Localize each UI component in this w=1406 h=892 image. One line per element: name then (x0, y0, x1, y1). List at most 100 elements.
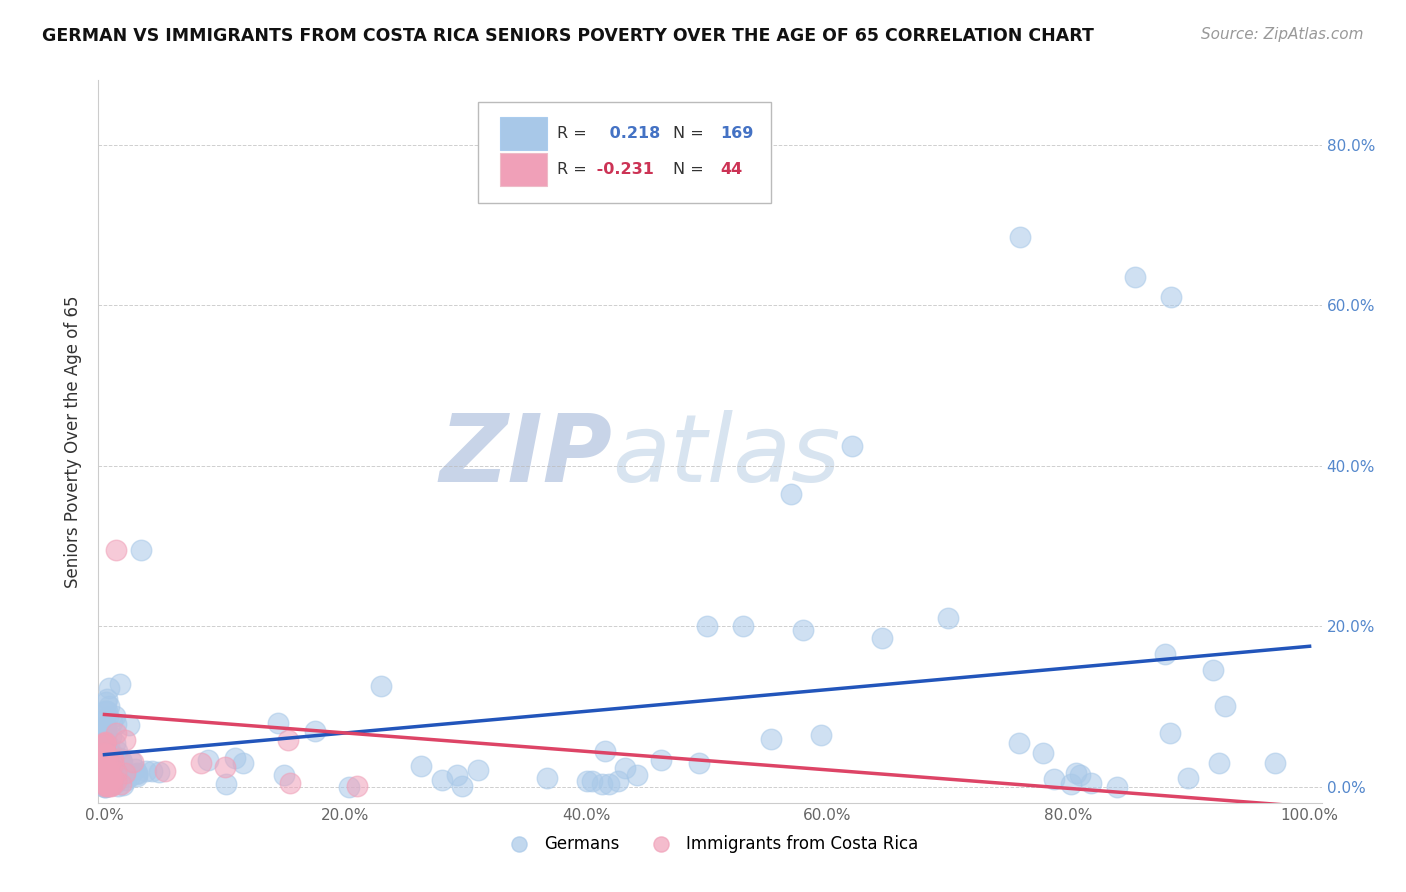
Point (93, 780, 115, 794)
Point (1208, 756, 1230, 770)
Point (93, 736, 115, 750)
Point (626, 768, 648, 782)
Point (273, 768, 295, 782)
Point (277, 732, 299, 747)
Point (94, 772, 117, 786)
Text: 44: 44 (720, 162, 742, 178)
Point (94, 771, 117, 785)
Point (101, 778, 124, 792)
Point (96, 779, 118, 793)
Point (98, 756, 121, 771)
FancyBboxPatch shape (478, 102, 772, 203)
Point (94, 726, 117, 740)
Point (94, 724, 117, 739)
Point (97, 779, 120, 793)
Point (97, 698, 120, 713)
Point (96, 753, 118, 767)
Point (110, 777, 132, 791)
Point (94, 774, 117, 789)
Point (98, 778, 121, 792)
Point (93, 779, 115, 793)
Point (98, 769, 121, 783)
Point (267, 715, 290, 730)
Point (96, 779, 118, 793)
Point (94, 770, 117, 784)
Text: N =: N = (673, 162, 704, 178)
Point (467, 763, 489, 777)
Point (581, 774, 603, 789)
Text: atlas: atlas (612, 410, 841, 501)
Point (93, 753, 115, 767)
Point (733, 619, 755, 633)
Point (759, 731, 782, 746)
Point (93, 767, 115, 781)
Point (96, 753, 118, 767)
Point (936, 611, 959, 625)
Point (124, 762, 146, 776)
Point (346, 779, 368, 793)
Point (536, 771, 558, 785)
Point (96, 772, 118, 787)
Point (93, 749, 115, 764)
Point (94, 756, 117, 771)
Point (1202, 664, 1225, 678)
Point (96, 767, 118, 781)
Point (148, 765, 170, 780)
Point (96, 764, 118, 778)
Point (93, 754, 115, 768)
Point (1160, 290, 1182, 304)
Point (93, 766, 115, 780)
Point (96, 752, 118, 766)
Point (105, 725, 128, 739)
Point (97, 738, 120, 752)
Point (118, 718, 141, 732)
Point (114, 765, 136, 780)
Point (98, 776, 121, 790)
Point (111, 756, 134, 770)
Point (100, 747, 122, 761)
Point (96, 780, 118, 794)
Point (94, 747, 117, 761)
Point (232, 756, 254, 771)
Point (337, 780, 360, 794)
Point (93, 758, 115, 772)
Point (101, 771, 124, 785)
Point (93, 754, 115, 768)
Point (121, 755, 143, 769)
Point (96, 751, 118, 765)
Point (93, 736, 115, 750)
Point (107, 779, 129, 793)
Point (215, 776, 238, 790)
Point (1008, 736, 1031, 750)
Point (100, 769, 122, 783)
Point (94, 772, 117, 787)
Legend: Germans, Immigrants from Costa Rica: Germans, Immigrants from Costa Rica (495, 828, 925, 860)
Point (94, 753, 117, 767)
Point (100, 729, 122, 743)
Point (129, 542, 152, 557)
Point (101, 776, 124, 790)
Point (224, 750, 246, 764)
Point (1032, 746, 1054, 760)
Point (93, 776, 115, 790)
Text: GERMAN VS IMMIGRANTS FROM COSTA RICA SENIORS POVERTY OVER THE AGE OF 65 CORRELAT: GERMAN VS IMMIGRANTS FROM COSTA RICA SEN… (42, 27, 1094, 45)
Point (593, 744, 616, 758)
Point (103, 757, 125, 772)
Point (94, 745, 117, 759)
Point (94, 758, 117, 772)
Point (411, 758, 433, 772)
Point (870, 632, 893, 646)
Point (97, 764, 120, 778)
Point (104, 773, 127, 788)
Point (104, 716, 127, 731)
Point (125, 769, 148, 783)
Point (93, 751, 115, 765)
Point (93, 775, 115, 789)
Point (93, 751, 115, 765)
Point (96, 767, 118, 781)
Point (135, 764, 157, 779)
FancyBboxPatch shape (499, 153, 547, 186)
Point (141, 764, 163, 778)
Point (93, 764, 115, 779)
Point (94, 769, 117, 783)
